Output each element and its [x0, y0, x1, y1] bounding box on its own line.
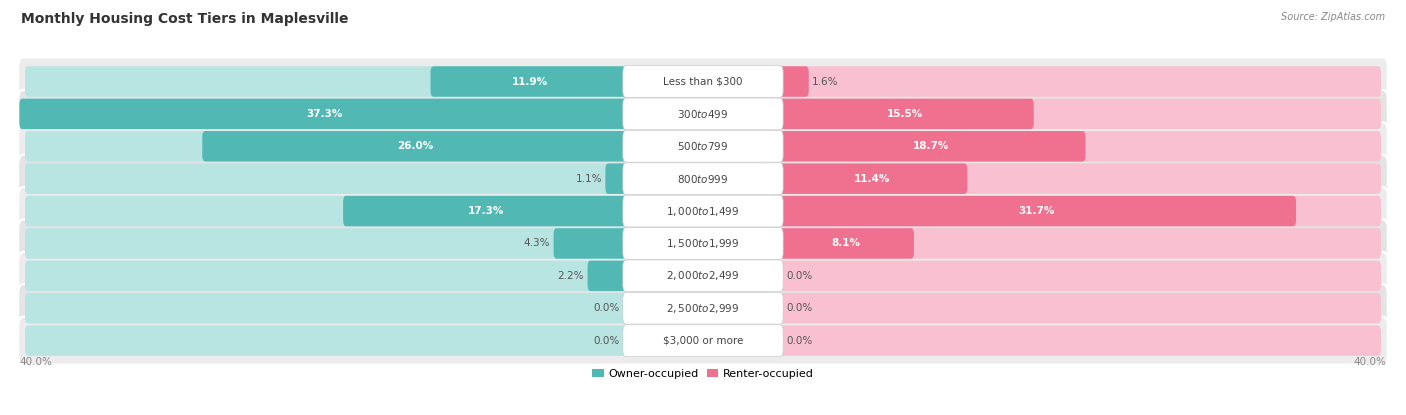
FancyBboxPatch shape	[778, 196, 1296, 226]
FancyBboxPatch shape	[202, 131, 628, 161]
Text: 8.1%: 8.1%	[831, 239, 860, 249]
FancyBboxPatch shape	[623, 260, 783, 292]
FancyBboxPatch shape	[25, 293, 628, 323]
FancyBboxPatch shape	[18, 284, 1388, 332]
Legend: Owner-occupied, Renter-occupied: Owner-occupied, Renter-occupied	[588, 364, 818, 383]
FancyBboxPatch shape	[554, 228, 628, 259]
FancyBboxPatch shape	[18, 58, 1388, 105]
FancyBboxPatch shape	[606, 164, 628, 194]
Text: 15.5%: 15.5%	[887, 109, 924, 119]
FancyBboxPatch shape	[18, 252, 1388, 300]
Text: 17.3%: 17.3%	[468, 206, 505, 216]
FancyBboxPatch shape	[778, 293, 1381, 323]
Text: Less than $300: Less than $300	[664, 76, 742, 86]
FancyBboxPatch shape	[623, 163, 783, 195]
FancyBboxPatch shape	[778, 131, 1085, 161]
FancyBboxPatch shape	[18, 90, 1388, 138]
Text: 0.0%: 0.0%	[786, 336, 813, 346]
Text: $500 to $799: $500 to $799	[678, 140, 728, 152]
FancyBboxPatch shape	[778, 228, 914, 259]
FancyBboxPatch shape	[623, 325, 783, 356]
Text: $800 to $999: $800 to $999	[678, 173, 728, 185]
Text: 0.0%: 0.0%	[786, 271, 813, 281]
Text: 11.9%: 11.9%	[512, 76, 548, 86]
FancyBboxPatch shape	[778, 164, 967, 194]
FancyBboxPatch shape	[25, 325, 628, 356]
Text: 0.0%: 0.0%	[786, 303, 813, 313]
FancyBboxPatch shape	[778, 196, 1381, 226]
FancyBboxPatch shape	[623, 293, 783, 324]
FancyBboxPatch shape	[25, 164, 628, 194]
FancyBboxPatch shape	[25, 196, 628, 226]
Text: 2.2%: 2.2%	[558, 271, 583, 281]
FancyBboxPatch shape	[778, 228, 1381, 259]
FancyBboxPatch shape	[623, 195, 783, 227]
Text: Monthly Housing Cost Tiers in Maplesville: Monthly Housing Cost Tiers in Maplesvill…	[21, 12, 349, 27]
FancyBboxPatch shape	[778, 325, 1381, 356]
FancyBboxPatch shape	[588, 261, 628, 291]
FancyBboxPatch shape	[18, 220, 1388, 267]
Text: $1,500 to $1,999: $1,500 to $1,999	[666, 237, 740, 250]
FancyBboxPatch shape	[25, 261, 628, 291]
FancyBboxPatch shape	[623, 98, 783, 130]
FancyBboxPatch shape	[18, 155, 1388, 203]
FancyBboxPatch shape	[430, 66, 628, 97]
FancyBboxPatch shape	[18, 317, 1388, 365]
FancyBboxPatch shape	[20, 99, 628, 129]
Text: 11.4%: 11.4%	[853, 173, 890, 184]
Text: 37.3%: 37.3%	[307, 109, 343, 119]
Text: 26.0%: 26.0%	[398, 141, 434, 151]
FancyBboxPatch shape	[778, 261, 1381, 291]
FancyBboxPatch shape	[25, 228, 628, 259]
FancyBboxPatch shape	[623, 227, 783, 259]
FancyBboxPatch shape	[778, 164, 1381, 194]
FancyBboxPatch shape	[623, 130, 783, 162]
FancyBboxPatch shape	[25, 66, 628, 97]
FancyBboxPatch shape	[25, 131, 628, 161]
Text: 40.0%: 40.0%	[20, 357, 53, 367]
Text: Source: ZipAtlas.com: Source: ZipAtlas.com	[1281, 12, 1385, 22]
Text: $2,500 to $2,999: $2,500 to $2,999	[666, 302, 740, 315]
Text: $2,000 to $2,499: $2,000 to $2,499	[666, 269, 740, 282]
Text: 31.7%: 31.7%	[1018, 206, 1054, 216]
Text: 40.0%: 40.0%	[1353, 357, 1386, 367]
Text: 0.0%: 0.0%	[593, 303, 620, 313]
Text: $1,000 to $1,499: $1,000 to $1,499	[666, 205, 740, 217]
Text: $300 to $499: $300 to $499	[678, 108, 728, 120]
FancyBboxPatch shape	[778, 99, 1033, 129]
Text: 1.1%: 1.1%	[575, 173, 602, 184]
FancyBboxPatch shape	[25, 99, 628, 129]
FancyBboxPatch shape	[623, 66, 783, 98]
Text: $3,000 or more: $3,000 or more	[662, 336, 744, 346]
FancyBboxPatch shape	[778, 131, 1381, 161]
FancyBboxPatch shape	[18, 122, 1388, 170]
Text: 18.7%: 18.7%	[912, 141, 949, 151]
Text: 4.3%: 4.3%	[523, 239, 550, 249]
Text: 0.0%: 0.0%	[593, 336, 620, 346]
FancyBboxPatch shape	[343, 196, 628, 226]
FancyBboxPatch shape	[778, 66, 808, 97]
FancyBboxPatch shape	[778, 66, 1381, 97]
FancyBboxPatch shape	[778, 99, 1381, 129]
FancyBboxPatch shape	[18, 187, 1388, 235]
Text: 1.6%: 1.6%	[813, 76, 839, 86]
